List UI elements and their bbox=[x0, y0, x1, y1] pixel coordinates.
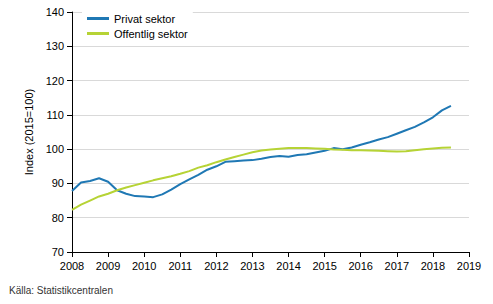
svg-text:70: 70 bbox=[52, 246, 64, 258]
svg-text:90: 90 bbox=[52, 177, 64, 189]
svg-text:2012: 2012 bbox=[204, 260, 228, 272]
svg-text:2016: 2016 bbox=[348, 260, 372, 272]
svg-text:2013: 2013 bbox=[240, 260, 264, 272]
svg-text:120: 120 bbox=[46, 75, 64, 87]
svg-text:130: 130 bbox=[46, 40, 64, 52]
svg-text:2019: 2019 bbox=[457, 260, 481, 272]
svg-text:2011: 2011 bbox=[168, 260, 192, 272]
svg-text:140: 140 bbox=[46, 6, 64, 18]
svg-text:110: 110 bbox=[46, 109, 64, 121]
svg-text:80: 80 bbox=[52, 212, 64, 224]
svg-text:2009: 2009 bbox=[96, 260, 120, 272]
svg-text:2010: 2010 bbox=[132, 260, 156, 272]
svg-text:2018: 2018 bbox=[421, 260, 445, 272]
svg-text:2017: 2017 bbox=[385, 260, 409, 272]
svg-text:Källa: Statistikcentralen: Källa: Statistikcentralen bbox=[9, 285, 113, 296]
svg-text:2008: 2008 bbox=[60, 260, 84, 272]
svg-text:2014: 2014 bbox=[276, 260, 300, 272]
svg-text:100: 100 bbox=[46, 143, 64, 155]
svg-text:Privat sektor: Privat sektor bbox=[114, 13, 175, 25]
svg-text:Index (2015=100): Index (2015=100) bbox=[23, 89, 35, 176]
svg-text:Offentlig sektor: Offentlig sektor bbox=[114, 28, 188, 40]
svg-text:2015: 2015 bbox=[312, 260, 336, 272]
